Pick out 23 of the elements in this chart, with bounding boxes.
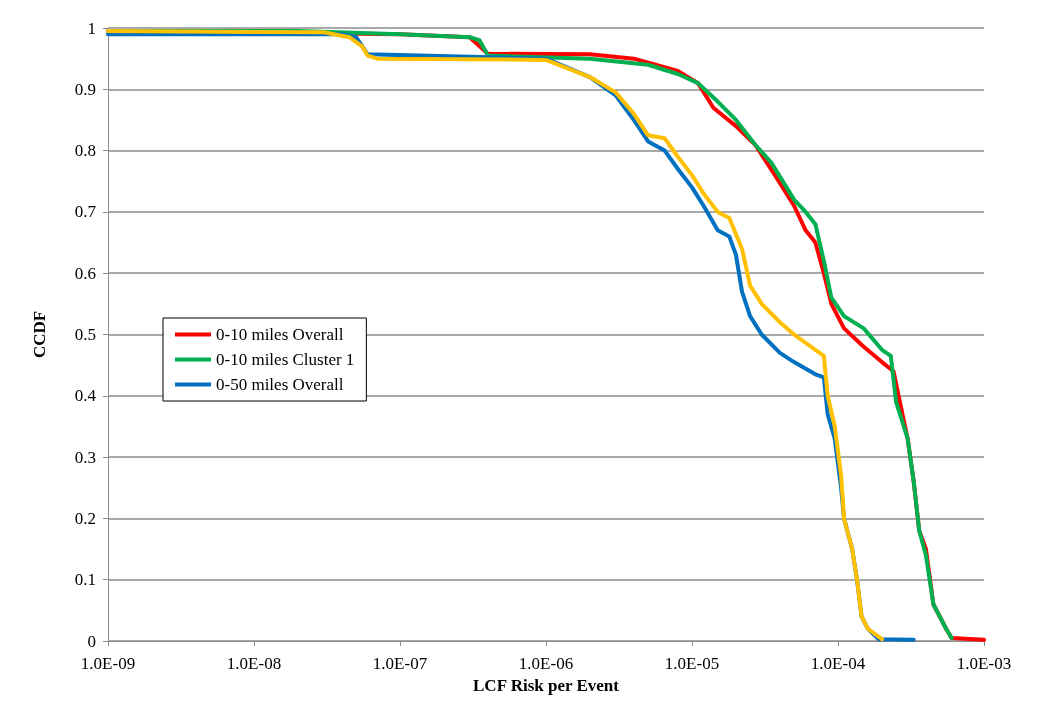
y-tick-label: 0.1 (74, 570, 96, 590)
y-tick-label: 0.7 (74, 202, 97, 222)
y-tick-label: 0.4 (74, 386, 97, 406)
x-tick-label: 1.0E-04 (810, 654, 866, 673)
y-tick-label: 0.6 (74, 263, 96, 283)
x-tick-label: 1.0E-09 (80, 654, 136, 673)
y-axis-title: CCDF (30, 310, 49, 359)
y-tick-label: 1 (87, 18, 96, 38)
x-axis-title: LCF Risk per Event (473, 675, 620, 695)
y-tick-label: 0.8 (74, 141, 96, 161)
x-tick-label: 1.0E-07 (372, 654, 428, 673)
y-tick-label: 0.3 (74, 447, 96, 467)
x-tick-label: 1.0E-05 (664, 654, 720, 673)
y-tick-label: 0.2 (74, 508, 96, 528)
x-tick-label: 1.0E-06 (518, 654, 574, 673)
x-tick-label: 1.0E-03 (956, 654, 1012, 673)
y-tick-label: 0 (87, 631, 96, 651)
legend-label: 0-50 miles Overall (216, 375, 344, 394)
y-tick-label: 0.5 (74, 325, 96, 344)
y-tick-label: 0.9 (74, 79, 96, 99)
legend-label: 0-10 miles Overall (216, 325, 344, 344)
x-tick-label: 1.0E-08 (226, 654, 282, 673)
legend-label: 0-10 miles Cluster 1 (216, 350, 355, 369)
